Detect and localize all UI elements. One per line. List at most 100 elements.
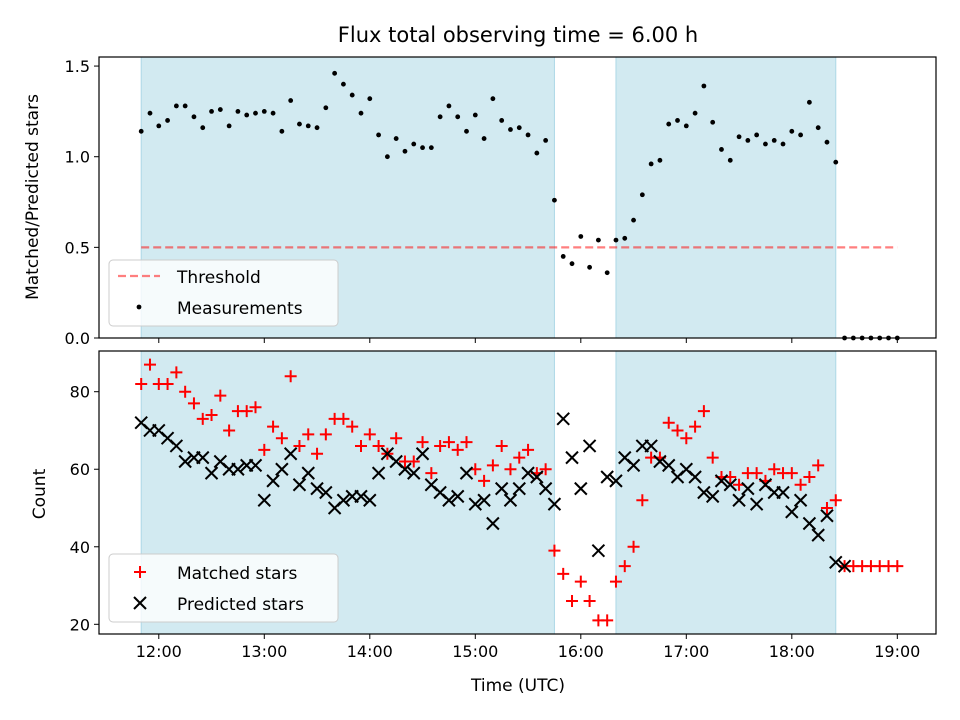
measurement-point bbox=[217, 107, 223, 112]
matched-star-point bbox=[240, 405, 253, 418]
predicted-star-point bbox=[776, 485, 790, 500]
measurement-point bbox=[446, 103, 452, 109]
count-y-tick-label: 40 bbox=[70, 538, 90, 557]
matched-star-point bbox=[187, 397, 200, 410]
measurement-point bbox=[798, 132, 804, 138]
matched-star-point bbox=[311, 447, 324, 460]
count-y-tick-label: 60 bbox=[70, 460, 90, 479]
predicted-star-point bbox=[451, 489, 465, 504]
matched-star-point bbox=[407, 455, 420, 468]
matched-star-point bbox=[636, 494, 649, 507]
matched-star-point bbox=[275, 432, 288, 445]
matched-star-point bbox=[662, 416, 675, 429]
measurement-point bbox=[683, 123, 689, 129]
matched-star-point bbox=[495, 439, 508, 452]
matched-star-point bbox=[258, 443, 271, 456]
measurements-legend-swatch bbox=[136, 304, 142, 310]
matched-legend-swatch bbox=[134, 566, 146, 578]
predicted-star-point bbox=[565, 450, 579, 465]
x-tick-label: 14:00 bbox=[347, 642, 393, 661]
matched-star-point bbox=[803, 470, 816, 483]
predicted-star-point bbox=[512, 481, 526, 496]
predicted-star-point bbox=[688, 470, 702, 484]
matched-star-point bbox=[706, 451, 719, 464]
predicted-star-point bbox=[266, 474, 280, 488]
predicted-star-point bbox=[626, 458, 641, 473]
measurement-point bbox=[244, 112, 250, 118]
matched-star-point bbox=[135, 377, 148, 390]
x-tick-label: 19:00 bbox=[874, 642, 920, 661]
measurement-point bbox=[376, 132, 381, 138]
measurement-point bbox=[736, 134, 742, 140]
predicted-star-point bbox=[653, 454, 667, 469]
matched-star-point bbox=[522, 443, 535, 456]
measurement-point bbox=[754, 132, 760, 138]
predicted-star-point bbox=[662, 458, 676, 473]
predicted-legend-swatch bbox=[133, 596, 147, 610]
ratio-axes-frame bbox=[98, 56, 937, 339]
observing-window-2 bbox=[615, 350, 837, 635]
measurement-point bbox=[191, 114, 197, 120]
matched-star-point bbox=[609, 575, 622, 588]
measurement-point bbox=[692, 110, 698, 116]
ratio-y-tick-label: 1.0 bbox=[65, 148, 90, 167]
matched-star-point bbox=[293, 439, 306, 452]
predicted-star-point bbox=[283, 447, 298, 461]
measurement-point bbox=[288, 98, 294, 103]
count-plot-marks bbox=[134, 358, 904, 627]
measurement-point bbox=[393, 136, 399, 141]
count-y-tick-label: 20 bbox=[70, 615, 90, 634]
matched-star-point bbox=[319, 428, 332, 441]
matched-star-point bbox=[627, 540, 640, 553]
measurement-point bbox=[604, 270, 610, 276]
matched-star-point bbox=[284, 370, 297, 383]
matched-star-point bbox=[548, 544, 561, 557]
measurement-point bbox=[587, 264, 592, 270]
ratio-y-tick-label: 0.5 bbox=[65, 238, 90, 257]
count-axis-ticks: 12:00 13:00 14:00 15:00 16:00 17:00 18:00 19:00… bbox=[70, 383, 921, 661]
measurement-point bbox=[543, 137, 549, 143]
matched-star-point bbox=[170, 366, 183, 379]
measurement-point bbox=[666, 121, 672, 127]
matched-star-point bbox=[478, 474, 491, 487]
matched-star-point bbox=[750, 467, 763, 480]
measurement-point bbox=[332, 70, 338, 76]
measurement-point bbox=[719, 147, 724, 152]
predicted-star-point bbox=[231, 462, 245, 476]
count-panel: 12:00 13:00 14:00 15:00 16:00 17:00 18:00 19:00… bbox=[70, 350, 937, 661]
predicted-star-point bbox=[248, 458, 263, 473]
measurement-point bbox=[622, 235, 628, 241]
ratio-plot-marks bbox=[138, 70, 900, 341]
matched-star-point bbox=[442, 436, 455, 449]
predicted-star-point bbox=[415, 447, 430, 461]
measurement-point bbox=[156, 123, 162, 129]
predicted-star-point bbox=[705, 489, 720, 504]
matched-star-point bbox=[372, 439, 385, 452]
matched-star-point bbox=[513, 451, 526, 464]
count-legend: Matched stars Predicted stars bbox=[108, 553, 339, 623]
measurement-point bbox=[437, 114, 443, 120]
matched-star-point bbox=[196, 412, 209, 425]
predicted-star-point bbox=[547, 497, 562, 511]
predicted-star-point bbox=[468, 497, 483, 511]
matched-star-point bbox=[504, 463, 517, 476]
matched-star-point bbox=[346, 420, 359, 433]
predicted-star-point bbox=[486, 516, 500, 531]
measurement-point bbox=[516, 125, 522, 131]
predicted-star-point bbox=[196, 450, 210, 465]
measurement-point bbox=[763, 141, 768, 147]
measurement-point bbox=[481, 136, 487, 141]
matched-star-point bbox=[697, 405, 710, 418]
ratio-legend: Threshold Measurements bbox=[108, 259, 339, 327]
measurement-point bbox=[182, 103, 188, 109]
ratio-y-tick-label: 1.5 bbox=[65, 57, 90, 76]
count-y-axis-label: Count bbox=[30, 468, 50, 519]
predicted-star-point bbox=[292, 478, 307, 492]
threshold-legend-label: Threshold bbox=[176, 268, 261, 288]
measurement-point bbox=[279, 128, 285, 134]
matched-star-point bbox=[416, 436, 429, 449]
predicted-star-point bbox=[363, 493, 377, 507]
measurement-point bbox=[780, 141, 786, 147]
matched-star-point bbox=[267, 420, 280, 433]
predicted-star-point bbox=[802, 516, 817, 531]
